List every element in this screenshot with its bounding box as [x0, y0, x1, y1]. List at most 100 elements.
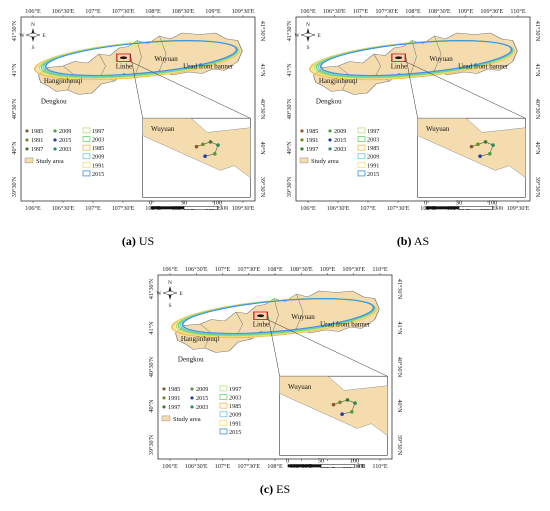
- longitude-tick-label: 106°30'E: [185, 463, 208, 470]
- legend-ellipse-label: 1985: [92, 145, 104, 152]
- map-panel-us: 106°E 106°30'E 107°E 107°30'E 108°E 108°30'E 1…: [3, 5, 273, 215]
- legend-point-label: 2015: [334, 137, 346, 144]
- longitude-tick-label: 107°E: [215, 463, 231, 470]
- svg-text:W: W: [294, 33, 300, 39]
- legend-study-area-label: Study area: [173, 416, 201, 423]
- centroid-1985: [194, 144, 199, 149]
- legend-point-label: 2009: [59, 128, 71, 135]
- legend-point-label: 1997: [31, 146, 43, 153]
- latitude-tick-label: 41°30'N: [534, 21, 541, 42]
- latitude-tick-label: 40°30'N: [148, 356, 155, 377]
- longitude-tick-label: 107°30'E: [112, 205, 135, 212]
- longitude-tick-label: 106°E: [300, 205, 316, 212]
- centroid-1985: [331, 402, 336, 407]
- longitude-tick-label: 107°30'E: [237, 463, 260, 470]
- inset-locator-box: [116, 53, 131, 62]
- legend-ellipse-label: 1985: [229, 403, 241, 410]
- legend-point-label: 2015: [196, 395, 208, 402]
- longitude-tick-label: 106°E: [25, 205, 41, 212]
- map-svg: 106°E 106°30'E 107°E 107°30'E 108°E 108°30'E 1…: [286, 8, 541, 212]
- scale-label: 50: [456, 199, 462, 206]
- legend-point-label: 2003: [196, 404, 208, 411]
- region-label: Hangjinhouqi: [319, 77, 358, 85]
- scale-label: 0: [149, 199, 152, 206]
- latitude-tick-label: 40°30'N: [286, 98, 293, 119]
- latitude-tick-label: 40°N: [396, 399, 403, 413]
- region-label: Urad front banner: [320, 321, 371, 329]
- legend-point-label: 2009: [334, 128, 346, 135]
- legend-point-label: 2003: [59, 146, 71, 153]
- scale-label: 0: [286, 457, 289, 464]
- legend-study-area-label: Study area: [36, 158, 64, 165]
- longitude-tick-label: 106°30'E: [52, 8, 75, 15]
- longitude-tick-label: 108°E: [405, 8, 421, 15]
- longitude-tick-label: 109°E: [205, 8, 221, 15]
- legend-ellipse-label: 2003: [367, 137, 379, 144]
- centroid-1991: [201, 142, 205, 147]
- legend-point-label: 1991: [306, 137, 318, 144]
- north-arrow-icon: N SW E: [19, 22, 46, 51]
- longitude-tick-label: 109°E: [320, 266, 336, 273]
- svg-text:S: S: [31, 45, 34, 51]
- inset-region-label: Wuyuan: [151, 125, 175, 133]
- latitude-tick-label: 40°30'N: [11, 98, 18, 119]
- latitude-tick-label: 41°N: [286, 63, 293, 77]
- region-label: Linhe: [253, 321, 269, 329]
- latitude-tick-label: 40°N: [534, 141, 541, 155]
- centroid-2015: [203, 154, 207, 158]
- longitude-tick-label: 110°E: [510, 8, 526, 15]
- legend-ellipse-label: 1997: [367, 128, 379, 135]
- ellipse-2015: [319, 40, 513, 76]
- centroid-2009: [487, 152, 492, 156]
- svg-text:N: N: [168, 280, 172, 286]
- latitude-tick-label: 40°30'N: [396, 357, 403, 378]
- latitude-tick-label: 41°N: [396, 321, 403, 335]
- region-label: Hangjinhouqi: [181, 335, 220, 343]
- latitude-tick-label: 40°N: [259, 141, 266, 155]
- region-label: Urad front banner: [458, 63, 509, 71]
- svg-text:W: W: [19, 33, 25, 39]
- svg-text:E: E: [179, 291, 183, 297]
- longitude-tick-label: 108°30'E: [172, 8, 195, 15]
- centroid-2003: [491, 143, 495, 147]
- latitude-tick-label: 41°30'N: [396, 279, 403, 300]
- panel-caption: (a) US: [121, 234, 155, 248]
- longitude-tick-label: 107°30'E: [237, 266, 260, 273]
- svg-text:N: N: [306, 22, 310, 28]
- centroid-1991: [338, 400, 342, 405]
- map-panel-as: 106°E 106°30'E 107°E 107°30'E 108°E 108°30'E 1…: [278, 5, 548, 215]
- scale-label: 0: [424, 199, 427, 206]
- scale-unit-label: km: [357, 462, 365, 469]
- latitude-tick-label: 41°30'N: [148, 278, 155, 299]
- longitude-tick-label: 109°30'E: [232, 205, 255, 212]
- svg-text:S: S: [168, 303, 171, 309]
- svg-text:N: N: [31, 22, 35, 28]
- centroid-2015: [340, 412, 344, 416]
- centroid-1991: [476, 142, 480, 147]
- longitude-tick-label: 109°E: [458, 8, 474, 15]
- legend-point-label: 2009: [196, 386, 208, 393]
- longitude-tick-label: 106°E: [25, 8, 41, 15]
- longitude-tick-label: 109°30'E: [232, 8, 255, 15]
- ellipse-2015: [181, 298, 375, 334]
- latitude-tick-label: 41°N: [11, 63, 18, 77]
- latitude-tick-label: 40°30'N: [534, 99, 541, 120]
- longitude-tick-label: 106°30'E: [185, 266, 208, 273]
- centroid-2015: [478, 154, 482, 158]
- longitude-tick-label: 106°30'E: [323, 8, 346, 15]
- north-arrow-icon: N SW E: [294, 22, 321, 51]
- scale-unit-label: km: [220, 204, 228, 211]
- legend-ellipse-label: 1991: [367, 162, 379, 169]
- legend-point-label: 1997: [306, 146, 318, 153]
- centroid-1997: [208, 140, 213, 144]
- map-svg: 106°E 106°30'E 107°E 107°30'E 108°E 108°30'E 1…: [148, 266, 403, 470]
- inset-region-label: Wuyuan: [288, 383, 312, 391]
- latitude-tick-label: 39°30'N: [11, 176, 18, 197]
- svg-text:E: E: [42, 33, 46, 39]
- region-label: Dengkou: [178, 355, 204, 363]
- legend-ellipse-label: 1991: [229, 420, 241, 427]
- latitude-tick-label: 41°N: [148, 321, 155, 335]
- centroid-2003: [353, 401, 357, 405]
- legend-ellipse-label: 2015: [229, 429, 241, 436]
